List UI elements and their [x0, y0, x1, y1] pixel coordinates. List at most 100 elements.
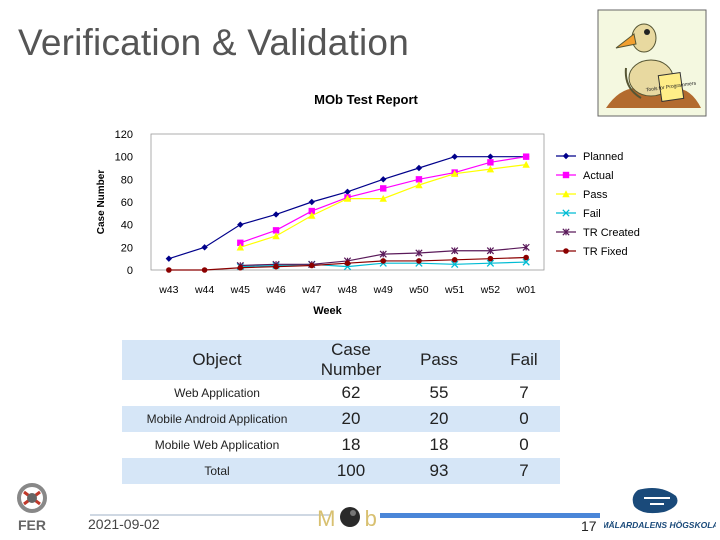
y-tick-label: 100	[115, 152, 133, 164]
legend-marker-pass	[562, 190, 570, 198]
data-point-planned	[201, 244, 208, 251]
table-row: Mobile Web Application 18 18 0	[122, 432, 560, 458]
cell-case-number: 18	[312, 432, 390, 458]
x-tick-label: w52	[480, 284, 500, 296]
x-tick-label: w01	[516, 284, 536, 296]
x-tick-label: w48	[337, 284, 357, 296]
data-point-planned	[380, 176, 387, 183]
slide-title: Verification & Validation	[18, 22, 409, 63]
cell-object: Total	[122, 458, 312, 484]
data-point-pass	[486, 165, 495, 173]
legend-marker-tr-created	[562, 228, 570, 236]
x-tick-label: w47	[301, 284, 321, 296]
legend-label-fail: Fail	[583, 208, 601, 220]
cell-fail: 7	[488, 458, 560, 484]
x-tick-label: w50	[408, 284, 428, 296]
legend-marker-actual	[562, 171, 570, 179]
footer-divider-right	[380, 513, 600, 518]
legend-label-planned: Planned	[583, 151, 623, 163]
data-point-tr-fixed	[237, 264, 244, 271]
data-point-pass	[415, 181, 423, 189]
cell-fail: 0	[488, 432, 560, 458]
cell-case-number: 100	[312, 458, 390, 484]
cell-case-number: 62	[312, 380, 390, 406]
data-point-actual	[487, 159, 494, 166]
table-row: Mobile Android Application 20 20 0	[122, 406, 560, 432]
legend-marker-fail	[562, 209, 570, 217]
data-point-fail	[522, 258, 530, 266]
x-tick-label: w46	[265, 284, 285, 296]
cell-pass: 20	[390, 406, 488, 432]
data-point-pass	[343, 194, 352, 202]
x-tick-label: w51	[444, 284, 464, 296]
data-point-tr-fixed	[380, 258, 387, 264]
results-table: Object Case Number Pass Fail Web Applica…	[122, 340, 560, 484]
legend-label-actual: Actual	[583, 170, 614, 182]
y-tick-label: 80	[121, 174, 133, 186]
y-tick-label: 20	[121, 242, 133, 254]
data-point-pass	[379, 194, 387, 202]
data-point-tr-fixed	[201, 267, 208, 273]
header-pass: Pass	[390, 340, 488, 380]
legend-label-tr-created: TR Created	[583, 227, 640, 239]
cell-object: Mobile Web Application	[122, 432, 312, 458]
y-tick-label: 0	[127, 265, 133, 277]
data-point-tr-fixed	[273, 263, 279, 270]
header-object: Object	[122, 340, 312, 380]
data-point-actual	[272, 227, 280, 234]
malardalens-hogskola-text: MÄLARDALENS HÖGSKOLA	[604, 520, 716, 530]
data-point-planned	[487, 153, 494, 160]
cell-object: Mobile Android Application	[122, 406, 312, 432]
data-point-actual	[415, 176, 423, 183]
chart-title: MOb Test Report	[314, 92, 418, 107]
legend-marker-planned	[562, 152, 570, 160]
slide-date: 2021-09-02	[88, 516, 160, 532]
data-point-pass	[236, 243, 245, 251]
data-point-tr-created	[415, 249, 423, 257]
cell-pass: 18	[390, 432, 488, 458]
y-tick-label: 120	[115, 129, 133, 141]
x-axis-label: Week	[313, 305, 342, 317]
data-point-tr-fixed	[487, 255, 494, 262]
data-point-planned	[451, 153, 458, 160]
data-point-fail	[451, 260, 459, 268]
data-point-actual	[237, 239, 244, 246]
table-row: Total 100 93 7	[122, 458, 560, 484]
header-fail: Fail	[488, 340, 560, 380]
data-point-planned	[308, 198, 315, 206]
data-point-pass	[272, 232, 280, 240]
data-point-actual	[522, 153, 530, 160]
data-point-fail	[486, 259, 495, 267]
data-point-tr-created	[486, 247, 495, 255]
plot-area	[150, 133, 545, 271]
table-row: Web Application 62 55 7	[122, 380, 560, 406]
legend-label-tr-fixed: TR Fixed	[583, 246, 628, 258]
legend-label-pass: Pass	[583, 189, 608, 201]
cell-pass: 93	[390, 458, 488, 484]
data-point-tr-fixed	[416, 258, 422, 264]
cell-case-number: 20	[312, 406, 390, 432]
x-tick-label: w45	[230, 284, 250, 296]
mob-logo: MOb	[317, 506, 377, 531]
x-tick-label: w43	[158, 284, 178, 296]
fer-logo: FER	[17, 483, 47, 533]
data-point-planned	[165, 255, 173, 262]
test-report-chart: MOb Test Report 0 20 40 60 80 100 120 w43 w44 w45 w…	[96, 92, 640, 317]
data-point-tr-fixed	[523, 254, 529, 261]
legend-marker-tr-fixed	[563, 248, 569, 254]
data-point-tr-fixed	[166, 267, 172, 273]
bird-reading-illustration: Tools for Programmers	[597, 9, 707, 117]
data-point-tr-created	[522, 243, 530, 251]
malardalens-hogskola-logo: MÄLARDALENS HÖGSKOLA	[604, 488, 716, 530]
data-point-planned	[344, 188, 351, 195]
data-point-tr-fixed	[344, 260, 351, 266]
cell-object: Web Application	[122, 380, 312, 406]
cell-fail: 0	[488, 406, 560, 432]
cell-fail: 7	[488, 380, 560, 406]
data-point-planned	[415, 164, 423, 172]
y-axis-label: Case Number	[96, 170, 107, 235]
table-header-row: Object Case Number Pass Fail	[122, 340, 560, 380]
data-point-tr-created	[379, 250, 387, 258]
data-point-planned	[272, 211, 280, 218]
data-point-tr-fixed	[451, 257, 458, 263]
